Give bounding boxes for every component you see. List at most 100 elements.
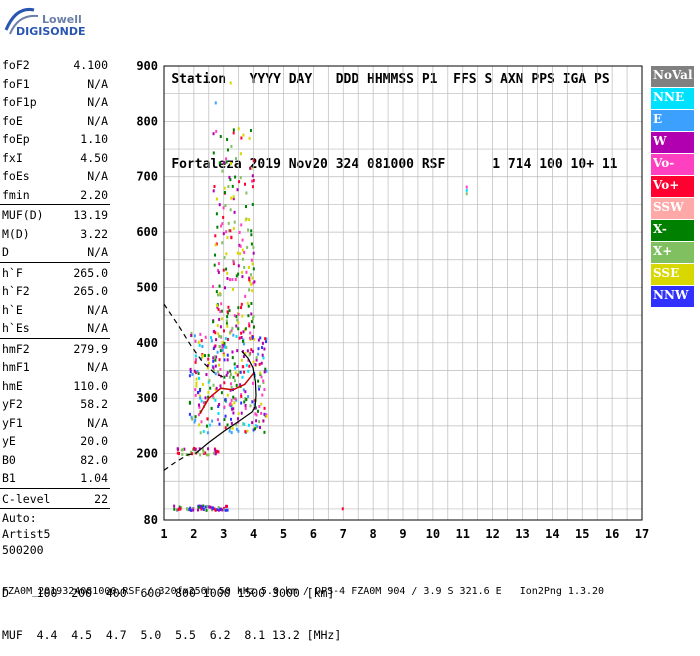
echo-point xyxy=(255,358,258,362)
header-ps: PS xyxy=(594,72,610,87)
x-tick-label: 11 xyxy=(456,527,470,541)
echo-point xyxy=(221,169,224,173)
param-value: 1.04 xyxy=(80,471,108,485)
echo-point xyxy=(214,452,217,456)
param-separator xyxy=(0,487,110,489)
echo-point xyxy=(229,426,232,430)
echo-point xyxy=(220,335,223,339)
echo-point xyxy=(258,371,261,375)
echo-point xyxy=(249,280,252,284)
param-label: foEs xyxy=(2,169,30,183)
echo-point xyxy=(241,248,244,252)
echo-point xyxy=(224,414,227,418)
echo-point xyxy=(258,420,261,424)
echo-point xyxy=(246,301,249,305)
echo-point xyxy=(229,373,232,377)
echo-point xyxy=(239,383,242,387)
param-value: N/A xyxy=(87,169,108,183)
param-value: 2.20 xyxy=(80,187,108,202)
autoscaling-line: 500200 xyxy=(2,543,44,557)
echo-point xyxy=(256,424,259,428)
echo-point xyxy=(250,320,253,324)
echo-point xyxy=(223,381,226,385)
echo-point xyxy=(176,447,179,451)
echo-point xyxy=(252,315,255,319)
echo-point xyxy=(222,268,225,272)
echo-point xyxy=(247,265,250,269)
echo-point xyxy=(226,337,229,341)
echo-point xyxy=(237,127,240,131)
echo-point xyxy=(229,178,232,182)
echo-point xyxy=(230,144,233,148)
param-label: B1 xyxy=(2,471,16,485)
echo-point xyxy=(213,329,216,333)
legend-item: X- xyxy=(651,220,694,242)
y-tick-label: 300 xyxy=(136,391,158,405)
echo-point xyxy=(242,365,245,369)
echo-point xyxy=(190,333,193,337)
echo-point xyxy=(202,448,205,452)
echo-point xyxy=(248,288,251,292)
echo-point xyxy=(218,334,221,338)
echo-point xyxy=(195,384,198,388)
echo-point xyxy=(226,353,229,357)
legend-item: NoVal xyxy=(651,66,694,88)
echo-point xyxy=(265,369,268,373)
param-row: C-level 22 xyxy=(0,490,110,509)
echo-point xyxy=(212,369,215,373)
echo-point xyxy=(202,429,205,433)
echo-point xyxy=(229,162,232,166)
echo-point xyxy=(232,333,235,337)
echo-point xyxy=(217,450,220,454)
header-ddd: DDD xyxy=(335,72,360,87)
echo-point xyxy=(194,388,197,392)
echo-point xyxy=(242,388,245,392)
echo-point xyxy=(252,251,255,255)
distance-label: D xyxy=(2,586,9,600)
logo-text-digisonde: DIGISONDE xyxy=(16,25,86,38)
header-yyyy: YYYY xyxy=(249,72,281,87)
echo-point xyxy=(262,356,265,360)
echo-point xyxy=(196,370,199,374)
echo-point xyxy=(250,312,253,316)
header-iga: IGA xyxy=(562,72,587,87)
echo-point xyxy=(265,340,268,344)
param-row: foF1p N/A xyxy=(0,93,110,112)
echo-point xyxy=(200,420,203,424)
echo-point xyxy=(198,403,201,407)
echo-point xyxy=(249,331,252,335)
echo-point xyxy=(232,411,235,415)
param-value: N/A xyxy=(87,95,108,109)
echo-point xyxy=(207,390,210,394)
ionogram-chart: 1 2 3 4 5 6 7 8 9 10 11 12 13 14 15 16 17802003004005006… xyxy=(136,59,649,541)
echo-point xyxy=(213,263,216,267)
legend-item: NNW xyxy=(651,286,694,308)
echo-point xyxy=(202,401,205,405)
echo-point xyxy=(223,286,226,290)
echo-point xyxy=(258,404,261,408)
legend-item: Vo- xyxy=(651,154,694,176)
echo-point xyxy=(257,385,260,389)
echo-point xyxy=(189,370,192,374)
echo-point xyxy=(207,357,210,361)
echo-point xyxy=(236,417,239,421)
echo-point xyxy=(218,291,221,295)
echo-point xyxy=(214,398,217,402)
echo-point xyxy=(233,379,236,383)
param-label: fxI xyxy=(2,150,23,165)
x-tick-label: 8 xyxy=(370,527,377,541)
echo-point xyxy=(248,218,251,222)
autoscaling-line: Auto: xyxy=(2,511,37,525)
echo-point xyxy=(240,223,243,227)
echo-point xyxy=(243,400,246,404)
echo-point xyxy=(194,393,197,397)
echo-point xyxy=(250,229,253,233)
echo-point xyxy=(214,358,217,362)
echo-point xyxy=(237,327,240,331)
echo-point xyxy=(248,276,251,280)
echo-point xyxy=(250,282,253,286)
echo-point xyxy=(220,302,223,306)
echo-point xyxy=(199,394,202,398)
param-row: MUF(D) 13.19 xyxy=(0,206,110,225)
echo-point xyxy=(232,128,235,132)
